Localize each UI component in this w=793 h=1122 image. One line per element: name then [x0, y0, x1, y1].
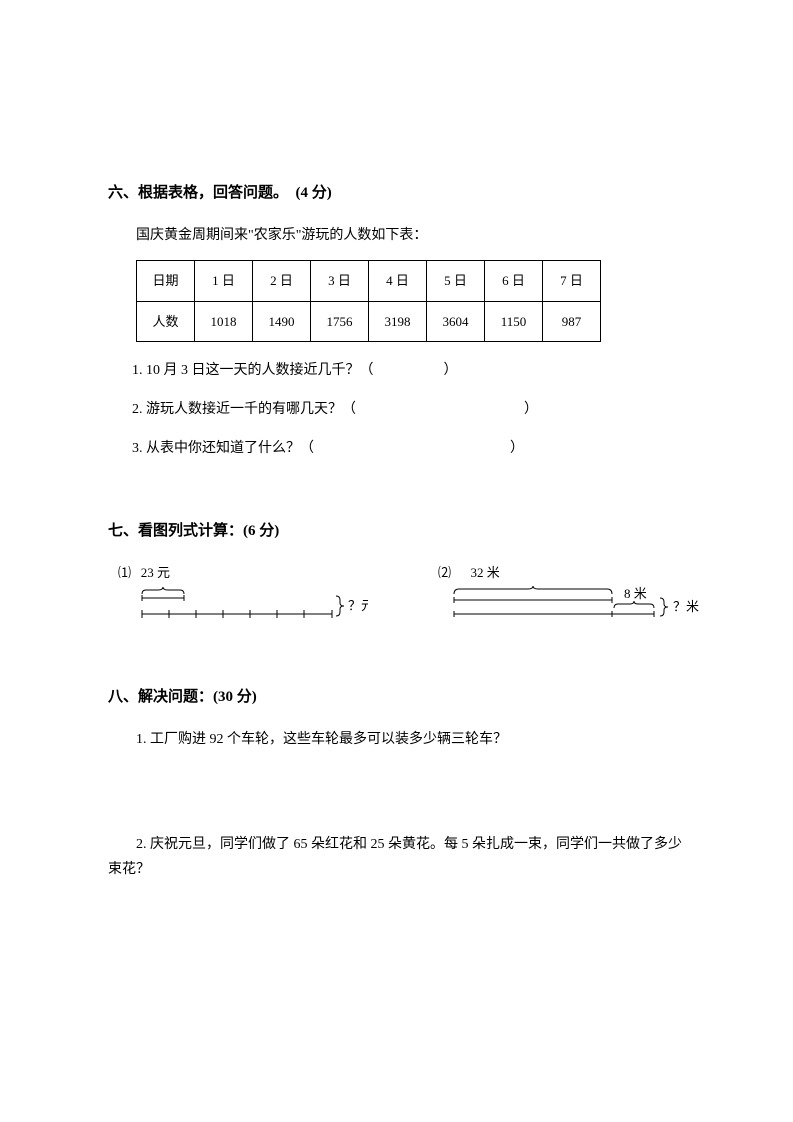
- diagrams-container: ⑴ 23 元: [118, 561, 685, 628]
- diagram-1-header: ⑴ 23 元: [118, 561, 368, 584]
- table-header: 5 日: [427, 261, 485, 301]
- section-6-intro: 国庆黄金周期间来"农家乐"游玩的人数如下表：: [136, 223, 685, 248]
- diagram-2-right-label: ？米: [673, 599, 699, 614]
- table-header: 3 日: [311, 261, 369, 301]
- diagram-2-top-label: 32 米: [471, 565, 500, 580]
- diagram-2-header: ⑵ 32 米: [438, 561, 738, 584]
- question-6-1: 1. 10 月 3 日这一天的人数接近几千？（ ）: [132, 358, 685, 383]
- diagram-2-small-label: 8 米: [624, 586, 647, 601]
- problem-8-1: 1. 工厂购进 92 个车轮，这些车轮最多可以装多少辆三轮车？: [136, 727, 685, 752]
- table-header-label: 日期: [137, 261, 195, 301]
- question-6-3: 3. 从表中你还知道了什么？（ ）: [132, 436, 685, 461]
- table-cell: 987: [543, 301, 601, 341]
- diagram-1-num: ⑴: [118, 565, 131, 580]
- table-cell: 3198: [369, 301, 427, 341]
- section-6-title: 六、根据表格，回答问题。 (4 分): [108, 180, 685, 207]
- section-6: 六、根据表格，回答问题。 (4 分) 国庆黄金周期间来"农家乐"游玩的人数如下表…: [108, 180, 685, 462]
- section-8-title: 八、解决问题：(30 分): [108, 684, 685, 711]
- table-header: 4 日: [369, 261, 427, 301]
- problem-8-2-text: 2. 庆祝元旦，同学们做了 65 朵红花和 25 朵黄花。每 5 朵扎成一束，同…: [108, 837, 682, 877]
- question-6-2: 2. 游玩人数接近一千的有哪几天？（ ）: [132, 397, 685, 422]
- table-cell: 3604: [427, 301, 485, 341]
- table-header: 7 日: [543, 261, 601, 301]
- section-7: 七、看图列式计算：(6 分) ⑴ 23 元: [108, 518, 685, 628]
- diagram-2-svg: 8 米 ？米: [438, 586, 738, 628]
- table-header: 6 日: [485, 261, 543, 301]
- diagram-1: ⑴ 23 元: [118, 561, 368, 628]
- table-cell: 1150: [485, 301, 543, 341]
- diagram-1-right-label: ？元: [348, 598, 368, 613]
- diagram-1-top-label: 23 元: [141, 565, 170, 580]
- diagram-1-svg: ？元: [118, 586, 368, 628]
- section-7-title: 七、看图列式计算：(6 分): [108, 518, 685, 545]
- visitor-table: 日期 1 日 2 日 3 日 4 日 5 日 6 日 7 日 人数 1018 1…: [136, 260, 601, 342]
- table-cell: 1490: [253, 301, 311, 341]
- diagram-2-num: ⑵: [438, 565, 451, 580]
- table-cell: 1018: [195, 301, 253, 341]
- table-cell: 1756: [311, 301, 369, 341]
- table-row: 日期 1 日 2 日 3 日 4 日 5 日 6 日 7 日: [137, 261, 601, 301]
- table-header: 2 日: [253, 261, 311, 301]
- problem-8-2: 2. 庆祝元旦，同学们做了 65 朵红花和 25 朵黄花。每 5 朵扎成一束，同…: [108, 832, 685, 882]
- table-row-label: 人数: [137, 301, 195, 341]
- section-8: 八、解决问题：(30 分) 1. 工厂购进 92 个车轮，这些车轮最多可以装多少…: [108, 684, 685, 883]
- table-row: 人数 1018 1490 1756 3198 3604 1150 987: [137, 301, 601, 341]
- table-header: 1 日: [195, 261, 253, 301]
- diagram-2: ⑵ 32 米 8 米 ？米: [438, 561, 738, 628]
